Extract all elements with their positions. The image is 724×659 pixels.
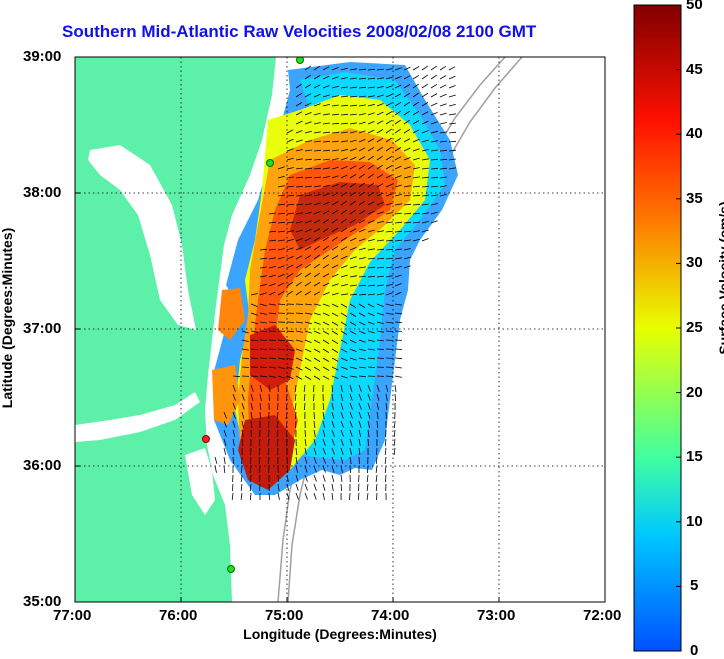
y-axis-label: Latitude (Degrees:Minutes) (0, 227, 15, 409)
colorbar-ticks (676, 4, 681, 587)
y-tick-label: 37:00 (23, 320, 62, 337)
colorbar-tick-label: 45 (686, 61, 703, 78)
x-tick-label: 72:00 (583, 607, 622, 624)
velocity-vectors (214, 65, 457, 501)
station-marker (296, 57, 304, 64)
grid (75, 57, 605, 602)
y-tick-label: 38:00 (23, 184, 62, 201)
colorbar-tick-label: 20 (686, 384, 703, 401)
chesapeake-bay (88, 145, 196, 330)
axis-ticks (75, 192, 500, 602)
y-tick-label: 39:00 (23, 48, 62, 65)
x-axis-label: Longitude (Degrees:Minutes) (243, 626, 437, 642)
x-tick-label: 76:00 (159, 607, 198, 624)
map-title: Southern Mid-Atlantic Raw Velocities 200… (62, 22, 537, 41)
colorbar-tick-label: 40 (686, 125, 703, 142)
station-marker (202, 435, 210, 443)
x-tick-label: 73:00 (477, 607, 516, 624)
vector-arrows (214, 65, 457, 501)
y-tick-label: 35:00 (23, 593, 62, 610)
colorbar-tick-label: 10 (686, 513, 703, 530)
station-marker (266, 159, 274, 167)
colorbar-tick-label: 50 (686, 0, 703, 13)
colorbar-tick-label: 25 (686, 319, 703, 336)
colorbar (633, 4, 682, 652)
colorbar-tick-label: 30 (686, 254, 703, 271)
x-tick-label: 75:00 (265, 607, 304, 624)
colorbar-tick-label: 5 (690, 577, 699, 594)
colorbar-label: Surface Velocity (cm/s) (716, 201, 724, 355)
colorbar-tick-label: 15 (686, 448, 703, 465)
station-marker (227, 565, 235, 573)
y-tick-label: 36:00 (23, 457, 62, 474)
colorbar-tick-label: 0 (690, 642, 699, 659)
x-tick-label: 77:00 (53, 607, 92, 624)
colorbar-tick-label: 35 (686, 190, 703, 207)
x-tick-label: 74:00 (371, 607, 410, 624)
